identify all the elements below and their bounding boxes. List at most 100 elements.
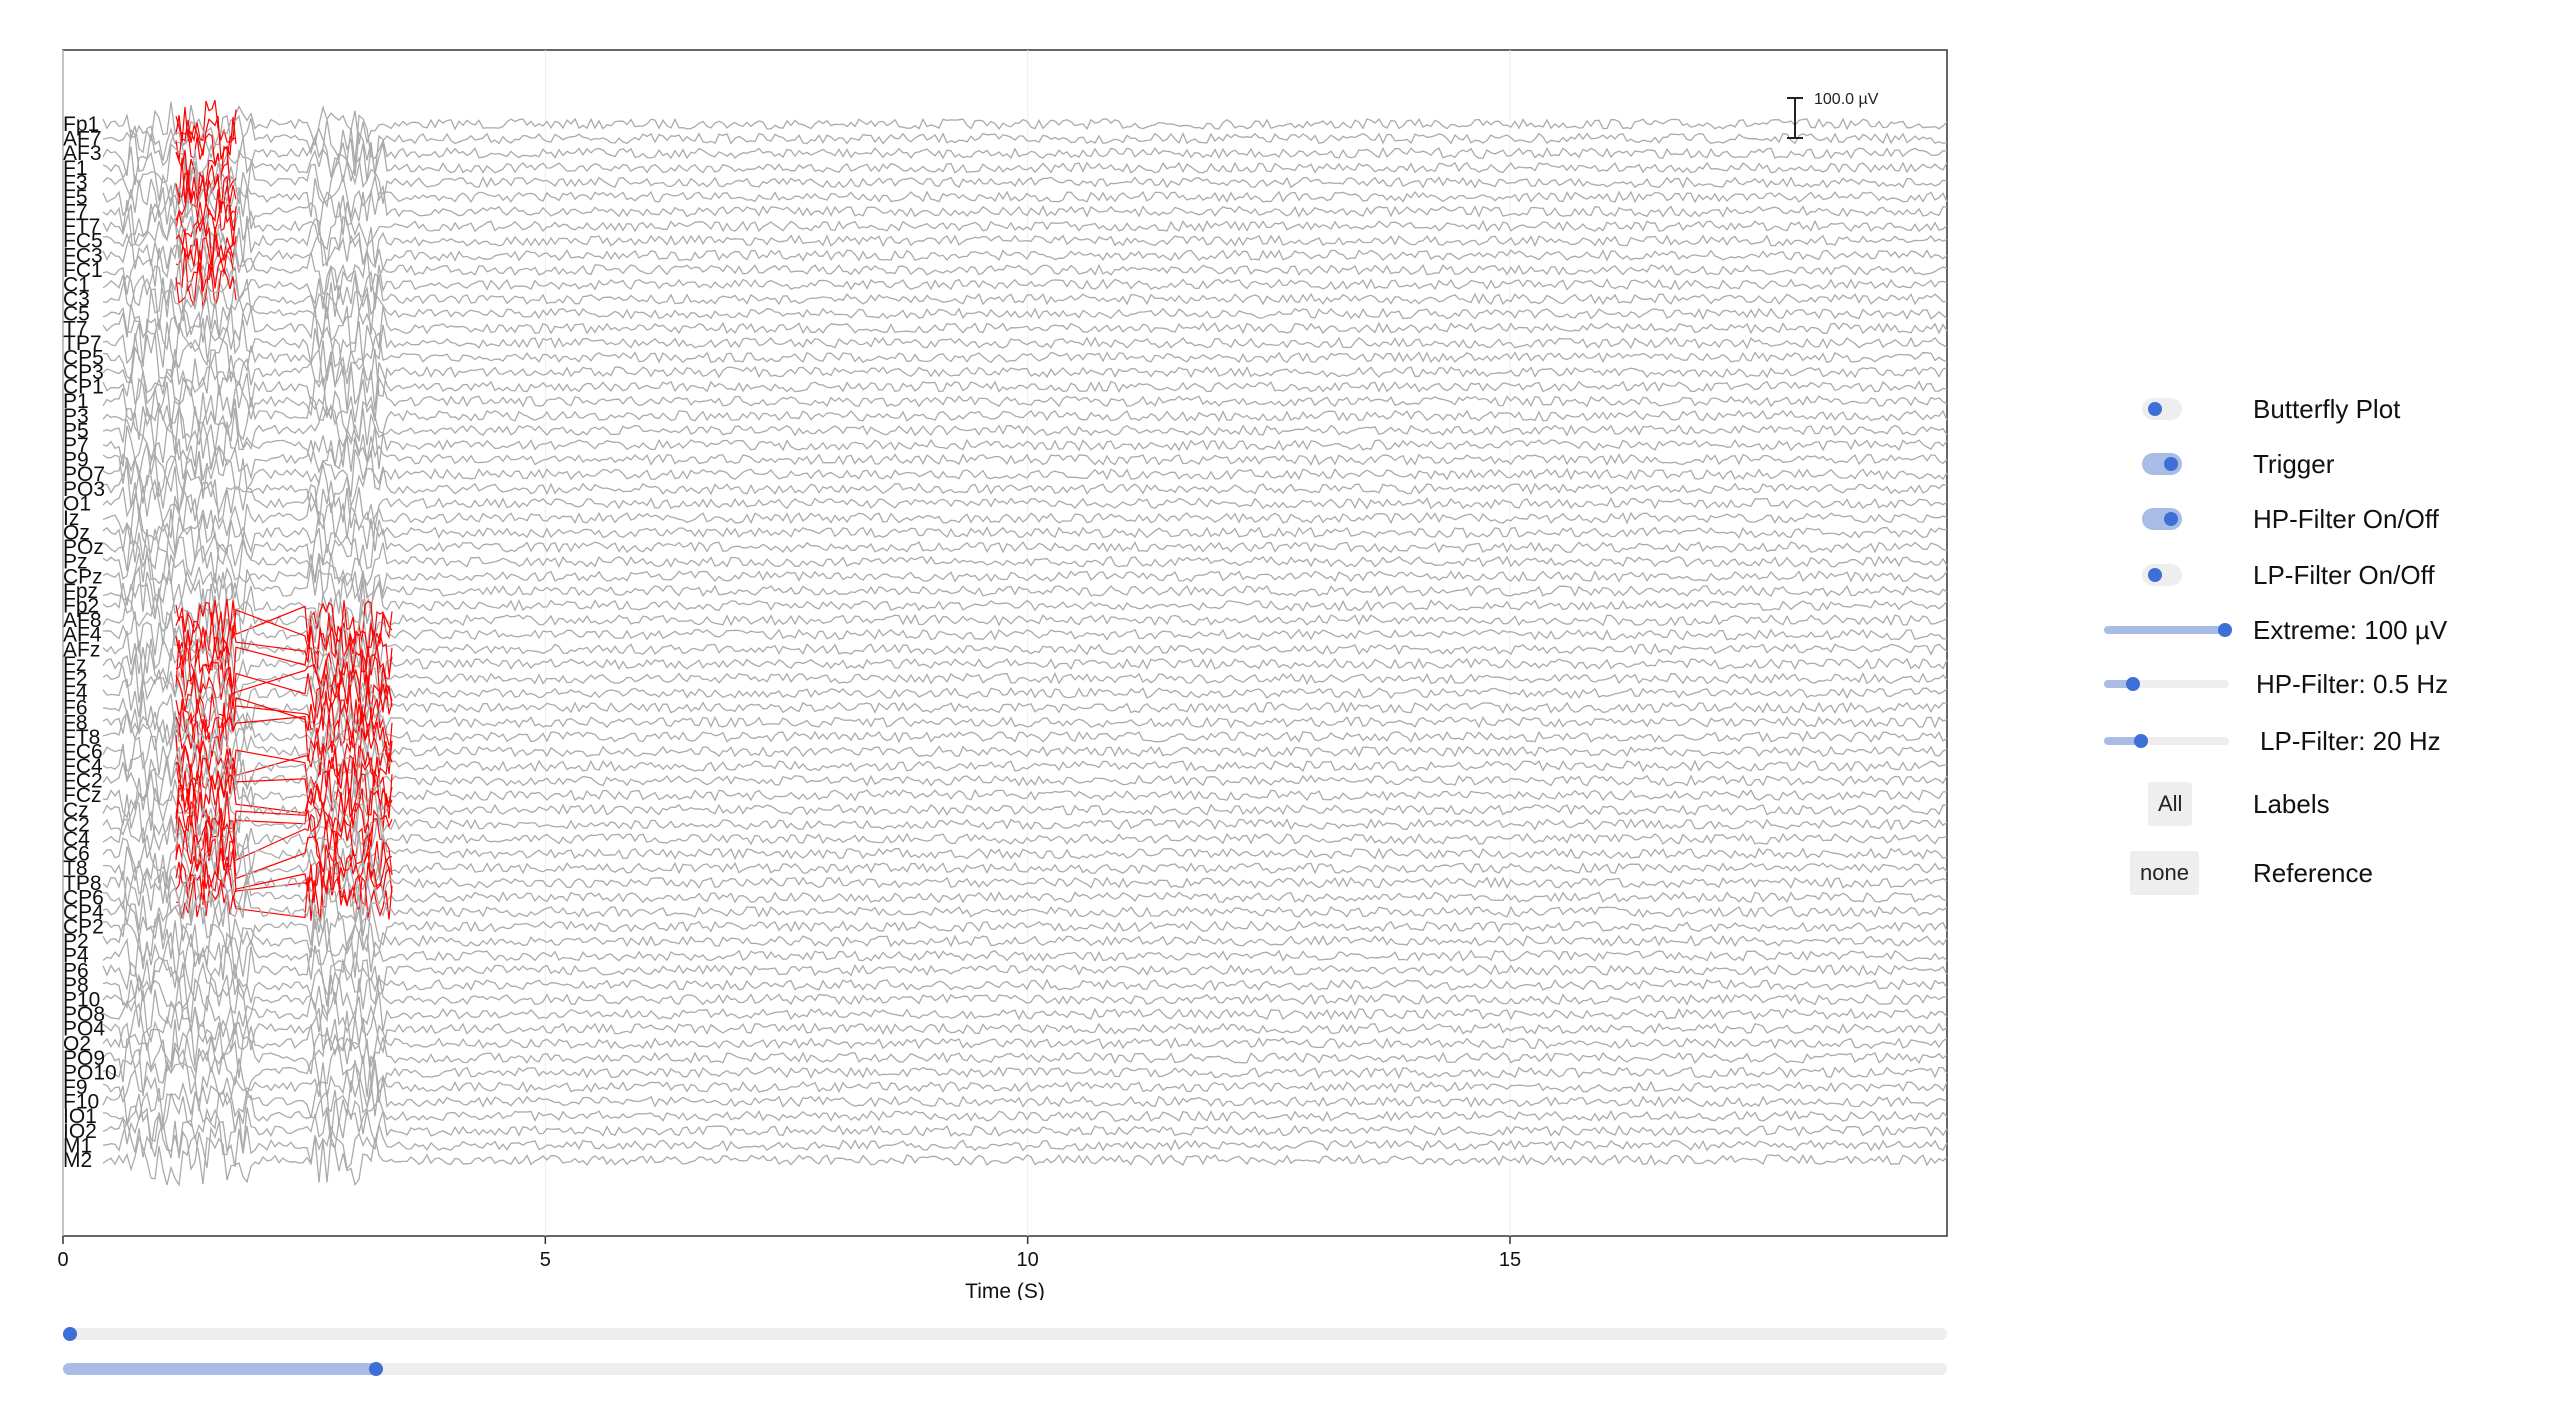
channel-label: F2 <box>63 667 88 690</box>
scale-label: 100.0 µV <box>1814 91 1879 108</box>
eeg-trace <box>102 710 1948 762</box>
eeg-trace <box>102 231 1948 278</box>
eeg-trace-extreme <box>175 248 237 292</box>
eeg-trace-extreme <box>175 873 393 923</box>
control-label: HP-Filter On/Off <box>2253 504 2439 534</box>
slider[interactable] <box>2104 623 2232 637</box>
control-label: Butterfly Plot <box>2253 394 2401 424</box>
eeg-trace <box>102 288 1948 339</box>
channel-label: CP4 <box>63 901 104 924</box>
channel-label: O2 <box>63 1032 91 1055</box>
eeg-trace <box>102 552 1948 601</box>
eeg-trace-extreme <box>175 145 237 191</box>
eeg-trace <box>102 640 1948 691</box>
eeg-trace-extreme <box>175 668 393 721</box>
channel-label: FCz <box>63 784 102 807</box>
toggle[interactable] <box>2142 508 2182 530</box>
channel-label: Pz <box>63 551 88 574</box>
eeg-trace <box>102 1074 1948 1124</box>
eeg-trace <box>102 436 1948 484</box>
eeg-trace <box>102 726 1948 777</box>
channel-label: FC6 <box>63 740 103 763</box>
eeg-trace-extreme <box>175 598 393 646</box>
channel-label: FC4 <box>63 755 103 778</box>
channel-label: FC3 <box>63 244 103 267</box>
eeg-trace <box>102 1002 1948 1055</box>
eeg-trace <box>102 1018 1948 1071</box>
reference-control[interactable]: none Reference <box>2090 851 2490 895</box>
control-label: LP-Filter On/Off <box>2253 560 2435 590</box>
eeg-trace <box>102 1089 1948 1143</box>
channel-label: C6 <box>63 843 90 866</box>
x-axis-title: Time (S) <box>965 1280 1045 1300</box>
reference-button[interactable]: none <box>2130 851 2199 895</box>
channel-label: F5 <box>63 186 88 209</box>
eeg-trace <box>102 741 1947 791</box>
eeg-trace <box>102 127 1948 178</box>
channel-label: POz <box>63 536 104 559</box>
eeg-trace <box>102 463 1948 516</box>
channel-label: F10 <box>63 1091 99 1114</box>
eeg-plot: 0 5 10 15Fp1AF7AF3F1F3F5F7FT7FC5FC3FC1C1C3C… <box>57 49 1948 1300</box>
channel-label: PO9 <box>63 1047 105 1070</box>
eeg-trace-extreme <box>175 769 393 820</box>
channel-label: FC2 <box>63 770 103 793</box>
butterfly-control[interactable]: Butterfly Plot <box>2090 389 2490 429</box>
channel-label: CP2 <box>63 916 104 939</box>
eeg-trace <box>102 786 1948 836</box>
slider[interactable] <box>2104 734 2229 748</box>
channel-label: CP6 <box>63 886 104 909</box>
channel-label: FT8 <box>63 726 100 749</box>
extreme-control[interactable]: Extreme: 100 µV <box>2090 610 2490 650</box>
channel-label: P6 <box>63 959 89 982</box>
eeg-trace <box>102 800 1948 852</box>
eeg-trace <box>102 536 1948 587</box>
channel-label: AF3 <box>63 142 102 165</box>
time-slider[interactable] <box>63 1362 1947 1376</box>
toggle[interactable] <box>2142 564 2182 586</box>
channel-label: M2 <box>63 1149 92 1172</box>
channel-label: PO4 <box>63 1018 105 1041</box>
channel-label: C2 <box>63 813 90 836</box>
lp-toggle-control[interactable]: LP-Filter On/Off <box>2090 555 2490 595</box>
eeg-trace-extreme <box>175 128 237 175</box>
window-slider[interactable] <box>63 1327 1947 1341</box>
labels-control[interactable]: All Labels <box>2090 782 2490 826</box>
eeg-trace <box>102 345 1948 397</box>
eeg-trace <box>102 669 1948 718</box>
channel-label: TP8 <box>63 872 102 895</box>
channel-label: F7 <box>63 201 88 224</box>
labels-button[interactable]: All <box>2148 782 2193 826</box>
channel-label: Fp1 <box>63 113 99 136</box>
eeg-trace <box>102 609 1948 661</box>
hp-toggle-control[interactable]: HP-Filter On/Off <box>2090 499 2490 539</box>
control-label: Trigger <box>2253 449 2335 479</box>
channel-label: F3 <box>63 171 88 194</box>
x-tick-label: 15 <box>1499 1249 1521 1271</box>
x-tick-label: 0 <box>57 1249 68 1271</box>
x-tick-label: 10 <box>1017 1249 1039 1271</box>
slider[interactable] <box>2104 677 2229 691</box>
eeg-trace <box>102 244 1948 296</box>
eeg-trace <box>102 101 1948 148</box>
eeg-trace <box>102 491 1948 544</box>
toggle[interactable] <box>2142 398 2182 420</box>
channel-label: P9 <box>63 449 89 472</box>
eeg-trace-extreme <box>175 727 393 777</box>
eeg-trace <box>102 520 1948 572</box>
eeg-trace <box>102 114 1948 164</box>
channel-label: O1 <box>63 492 91 515</box>
trigger-control[interactable]: Trigger <box>2090 444 2490 484</box>
channel-label: F9 <box>63 1076 88 1099</box>
eeg-trace <box>102 916 1948 966</box>
eeg-trace-extreme <box>175 100 237 143</box>
eeg-trace <box>102 858 1948 908</box>
channel-label: P10 <box>63 988 100 1011</box>
lp-control[interactable]: LP-Filter: 20 Hz <box>2090 721 2490 761</box>
channel-label: F1 <box>63 157 88 180</box>
hp-control[interactable]: HP-Filter: 0.5 Hz <box>2090 664 2490 704</box>
eeg-trace <box>102 184 1948 236</box>
toggle[interactable] <box>2142 453 2182 475</box>
eeg-trace <box>102 171 1948 219</box>
